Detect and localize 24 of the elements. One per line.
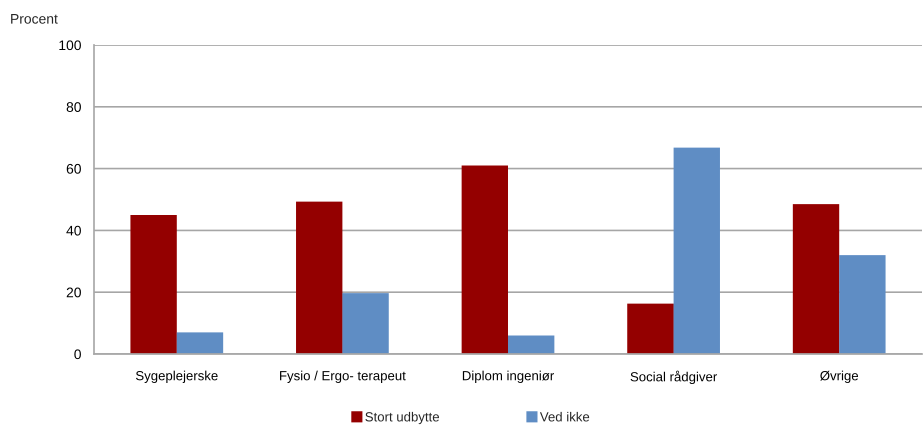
x-tick-label: Social rådgiver — [630, 370, 718, 384]
bar — [674, 148, 720, 354]
bar — [296, 202, 342, 354]
x-tick-label: Sygeplejerske — [136, 370, 218, 383]
bar — [342, 293, 389, 354]
bar — [176, 332, 224, 354]
x-tick-label: Diplom ingeniør — [462, 370, 554, 383]
y-tick-label: 60 — [66, 164, 81, 174]
bar — [508, 335, 554, 354]
y-tick-label: 0 — [74, 349, 81, 360]
bar — [792, 204, 840, 354]
y-tick-label: 40 — [66, 226, 81, 236]
bar — [130, 214, 177, 354]
legend-label: Ved ikke — [540, 412, 590, 422]
x-tick-label: Øvrige — [820, 370, 858, 383]
bar — [462, 166, 508, 354]
bar — [839, 255, 886, 354]
y-tick-label: 80 — [66, 102, 81, 112]
y-axis-title: Procent — [11, 14, 58, 24]
legend-label: Stort udbytte — [365, 412, 439, 424]
y-tick-label: 100 — [59, 40, 81, 50]
y-tick-label: 20 — [66, 288, 81, 298]
bar — [627, 304, 674, 354]
x-tick-label: Fysio / Ergo- terapeut — [280, 370, 406, 383]
